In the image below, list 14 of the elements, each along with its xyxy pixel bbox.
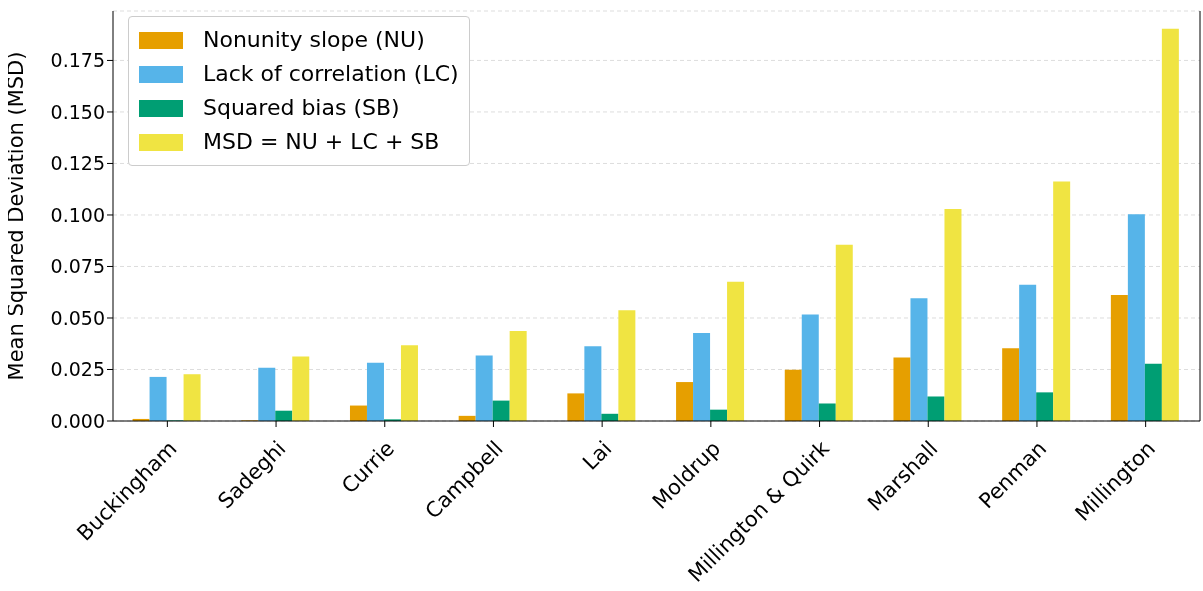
- x-tick-label: Lai: [577, 436, 617, 475]
- y-tick-label: 0.175: [50, 49, 105, 72]
- y-tick-label: 0.050: [50, 306, 105, 329]
- y-axis-title: Mean Squared Deviation (MSD): [4, 51, 29, 381]
- legend-label: Lack of correlation (LC): [203, 60, 459, 88]
- legend-label: Nonunity slope (NU): [203, 26, 425, 54]
- y-tick-label: 0.025: [50, 358, 105, 381]
- y-tick-label: 0.100: [50, 203, 105, 226]
- y-tick-label: 0.000: [50, 409, 105, 432]
- y-tick-label: 0.125: [50, 152, 105, 175]
- legend-label: Squared bias (SB): [203, 94, 400, 122]
- y-tick-label: 0.075: [50, 255, 105, 278]
- legend-label: MSD = NU + LC + SB: [203, 128, 440, 156]
- y-tick-label: 0.150: [50, 100, 105, 123]
